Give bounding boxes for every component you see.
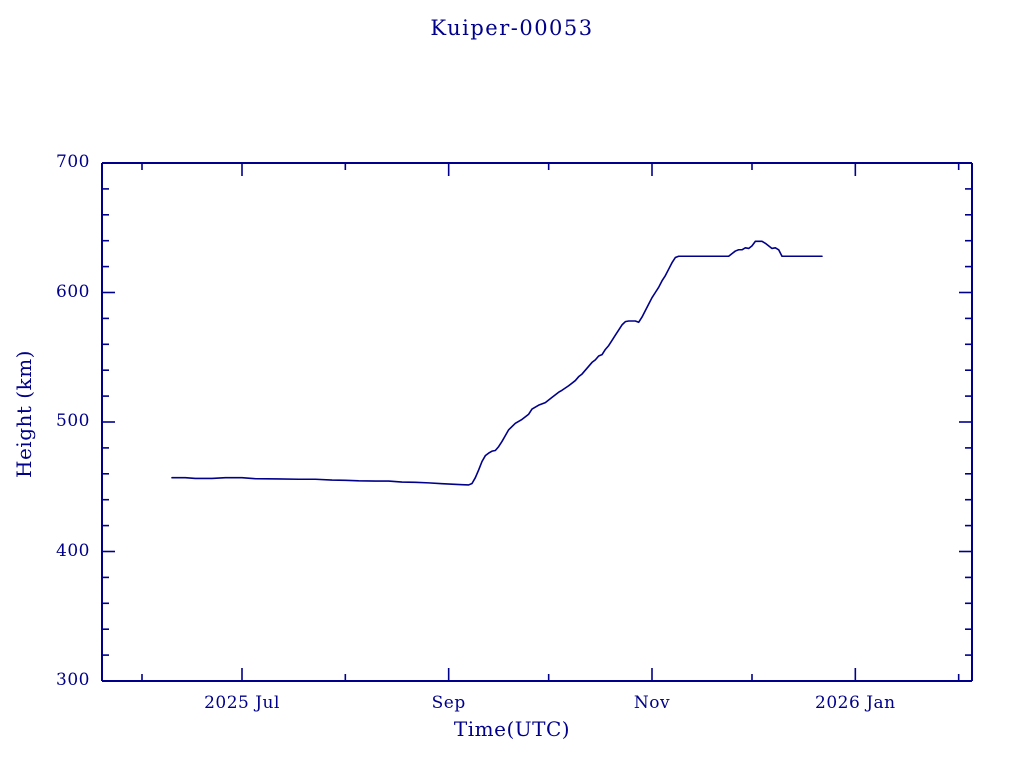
x-axis-title: Time(UTC): [453, 717, 571, 741]
x-tick-label: Nov: [633, 693, 671, 713]
x-tick-label: 2025 Jul: [204, 693, 280, 713]
height-series-line: [171, 240, 823, 486]
axis-ticks: [102, 162, 972, 682]
axes-frame: [101, 162, 973, 682]
x-tick-label: Sep: [431, 693, 466, 713]
y-tick-label: 300: [56, 670, 90, 690]
chart-title: Kuiper-00053: [430, 16, 594, 40]
y-tick-label: 700: [56, 152, 90, 172]
x-tick-label: 2026 Jan: [815, 693, 896, 713]
y-tick-label: 600: [56, 281, 90, 302]
y-tick-label: 500: [56, 411, 90, 431]
y-tick-label: 400: [56, 540, 90, 561]
